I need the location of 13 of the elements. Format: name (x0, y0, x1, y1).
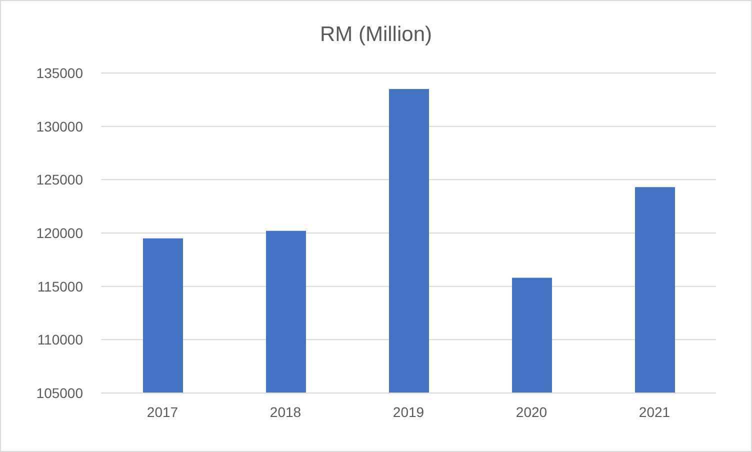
chart-title: RM (Million) (319, 23, 433, 47)
y-tick-label: 110000 (37, 332, 84, 348)
y-tick-label: 125000 (36, 172, 84, 188)
x-tick-label: 2017 (146, 404, 178, 420)
x-tick-label: 2021 (638, 404, 670, 420)
x-tick-label: 2020 (516, 404, 548, 420)
y-tick-label: 115000 (37, 278, 84, 294)
y-tick-label: 130000 (36, 118, 84, 134)
y-tick-label: 135000 (36, 64, 84, 81)
x-tick-label: 2018 (270, 404, 302, 420)
y-tick-label: 105000 (36, 384, 84, 401)
x-tick-label: 2019 (392, 404, 424, 420)
y-tick-label: 120000 (36, 224, 84, 241)
